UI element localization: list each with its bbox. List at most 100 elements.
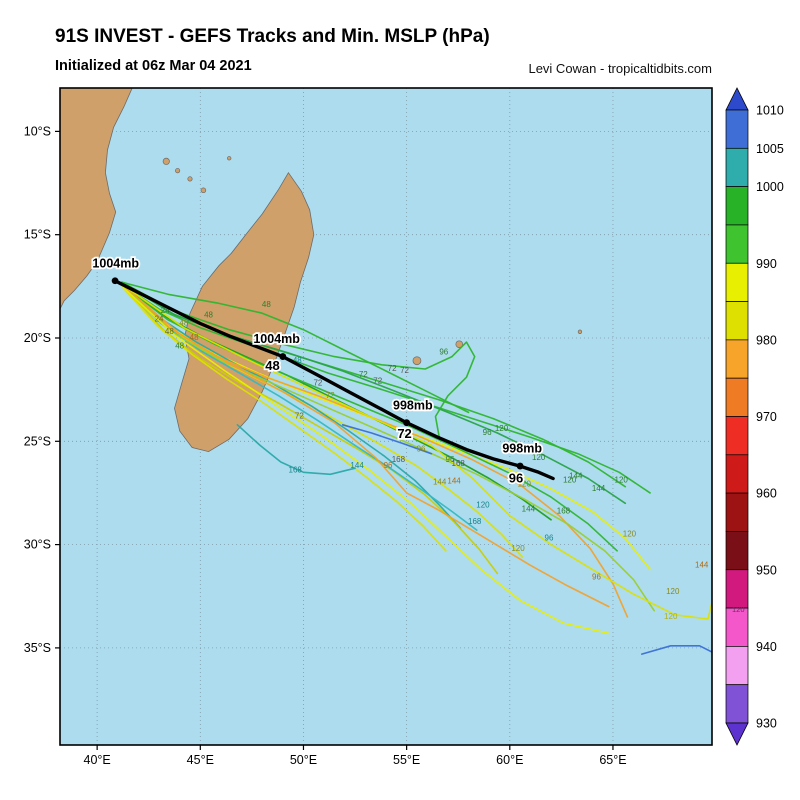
latitude-tick-label: 35°S bbox=[24, 641, 51, 655]
ensemble-track bbox=[121, 283, 499, 575]
ensemble-track bbox=[121, 283, 610, 608]
forecast-hour-label: 120 bbox=[664, 612, 678, 621]
main-hour-label: 48 bbox=[265, 358, 279, 373]
ensemble-track bbox=[121, 283, 651, 494]
forecast-hour-label: 96 bbox=[483, 428, 492, 437]
forecast-hour-label: 72 bbox=[373, 376, 382, 385]
forecast-hour-label: 24 bbox=[161, 306, 170, 315]
page-title: 91S INVEST - GEFS Tracks and Min. MSLP (… bbox=[55, 26, 490, 47]
forecast-hour-label: 144 bbox=[569, 471, 583, 480]
ensemble-track bbox=[236, 423, 356, 476]
pressure-label: 998mb bbox=[393, 398, 433, 412]
main-track bbox=[113, 279, 555, 481]
latitude-tick-label: 20°S bbox=[24, 331, 51, 345]
forecast-hour-label: 120 bbox=[511, 544, 525, 553]
forecast-hour-label: 72 bbox=[400, 366, 409, 375]
forecast-hour-label: 96 bbox=[545, 533, 554, 542]
colorbar-segment bbox=[725, 377, 749, 417]
colorbar-segment bbox=[725, 186, 749, 226]
madagascar-island bbox=[174, 171, 315, 453]
colorbar-tick-label: 960 bbox=[756, 487, 777, 501]
ensemble-track bbox=[121, 285, 610, 635]
longitude-tick-label: 40°E bbox=[84, 753, 111, 767]
colorbar-tick-label: 1000 bbox=[756, 180, 784, 194]
forecast-hour-label: 144 bbox=[522, 505, 536, 514]
colorbar-tick-label: 980 bbox=[756, 333, 777, 347]
ensemble-track bbox=[121, 283, 712, 620]
ensemble-track bbox=[121, 285, 447, 552]
colorbar: 1010 1005 1000 990 980 970 960 950 940 930 120 bbox=[725, 87, 784, 746]
ensemble-track bbox=[121, 281, 470, 414]
forecast-hour-label: 96 bbox=[384, 461, 393, 470]
forecast-hour-label: 168 bbox=[468, 517, 482, 526]
small-island bbox=[227, 156, 232, 161]
forecast-hour-label: 48 bbox=[204, 310, 213, 319]
colorbar-segment bbox=[725, 684, 749, 724]
main-track-point bbox=[516, 462, 524, 470]
forecast-hour-label: 120 bbox=[518, 480, 532, 489]
small-island bbox=[162, 157, 170, 165]
colorbar-segment bbox=[725, 492, 749, 532]
forecast-hour-label: 168 bbox=[392, 455, 406, 464]
ensemble-track bbox=[640, 644, 712, 655]
forecast-hour-label: 96 bbox=[446, 455, 455, 464]
latitude-tick-label: 25°S bbox=[24, 434, 51, 448]
colorbar-segment bbox=[725, 531, 749, 571]
forecast-hour-label: 48 bbox=[293, 356, 302, 365]
small-island bbox=[455, 340, 463, 348]
forecast-hour-label: 144 bbox=[350, 461, 364, 470]
forecast-hour-label: 72 bbox=[388, 364, 397, 373]
forecast-hour-label: 144 bbox=[433, 478, 447, 487]
colorbar-arrow-top bbox=[725, 87, 749, 111]
small-island bbox=[577, 329, 583, 334]
forecast-hour-label: 72 bbox=[313, 379, 322, 388]
colorbar-tick-label: 1010 bbox=[756, 104, 784, 118]
init-time-subtitle: Initialized at 06z Mar 04 2021 bbox=[55, 58, 252, 74]
colorbar-segment bbox=[725, 646, 749, 686]
forecast-hour-label: 144 bbox=[695, 560, 709, 569]
forecast-hour-label: 96 bbox=[592, 573, 601, 582]
colorbar-tick-label: 950 bbox=[756, 563, 777, 577]
colorbar-segment bbox=[725, 569, 749, 609]
forecast-hour-label: 120 bbox=[563, 476, 577, 485]
colorbar-tick-label: 1005 bbox=[756, 142, 784, 156]
stray-hour-label: 120 bbox=[732, 605, 745, 614]
forecast-hour-label: 120 bbox=[623, 529, 637, 538]
forecast-hour-label: 120 bbox=[532, 453, 546, 462]
colorbar-segment bbox=[725, 109, 749, 149]
forecast-hour-label: 96 bbox=[417, 445, 426, 454]
forecast-hour-label: 120 bbox=[666, 587, 680, 596]
forecast-hour-label: 96 bbox=[439, 348, 448, 357]
forecast-hour-label: 120 bbox=[476, 500, 490, 509]
forecast-hour-label: 120 bbox=[495, 424, 509, 433]
colorbar-tick-label: 940 bbox=[756, 640, 777, 654]
colorbar-tick-label: 930 bbox=[756, 717, 777, 731]
colorbar-segment bbox=[725, 262, 749, 302]
latitude-tick-label: 10°S bbox=[24, 124, 51, 138]
small-island bbox=[200, 187, 207, 194]
forecast-hour-label: 168 bbox=[289, 465, 303, 474]
colorbar-segment bbox=[725, 416, 749, 456]
forecast-hour-label: 72 bbox=[326, 391, 335, 400]
ensemble-track bbox=[121, 283, 462, 529]
main-track-point bbox=[111, 277, 119, 285]
forecast-hour-label: 48 bbox=[175, 341, 184, 350]
forecast-hour-label: 168 bbox=[557, 507, 571, 516]
forecast-hour-label: 72 bbox=[295, 412, 304, 421]
main-track-point bbox=[403, 419, 411, 427]
forecast-hour-label: 120 bbox=[615, 476, 629, 485]
colorbar-segment bbox=[725, 301, 749, 341]
main-hour-label: 72 bbox=[397, 426, 411, 441]
longitude-tick-label: 65°E bbox=[599, 753, 626, 767]
forecast-hour-label: 72 bbox=[359, 370, 368, 379]
longitude-tick-label: 45°E bbox=[187, 753, 214, 767]
pressure-label: 1004mb bbox=[253, 332, 300, 346]
forecast-hour-label: 48 bbox=[262, 300, 271, 309]
colorbar-tick-label: 970 bbox=[756, 410, 777, 424]
colorbar-segment bbox=[725, 454, 749, 494]
latitude-tick-label: 15°S bbox=[24, 228, 51, 242]
longitude-tick-label: 55°E bbox=[393, 753, 420, 767]
colorbar-arrow-bottom bbox=[725, 722, 749, 746]
africa-landmass bbox=[59, 87, 133, 310]
